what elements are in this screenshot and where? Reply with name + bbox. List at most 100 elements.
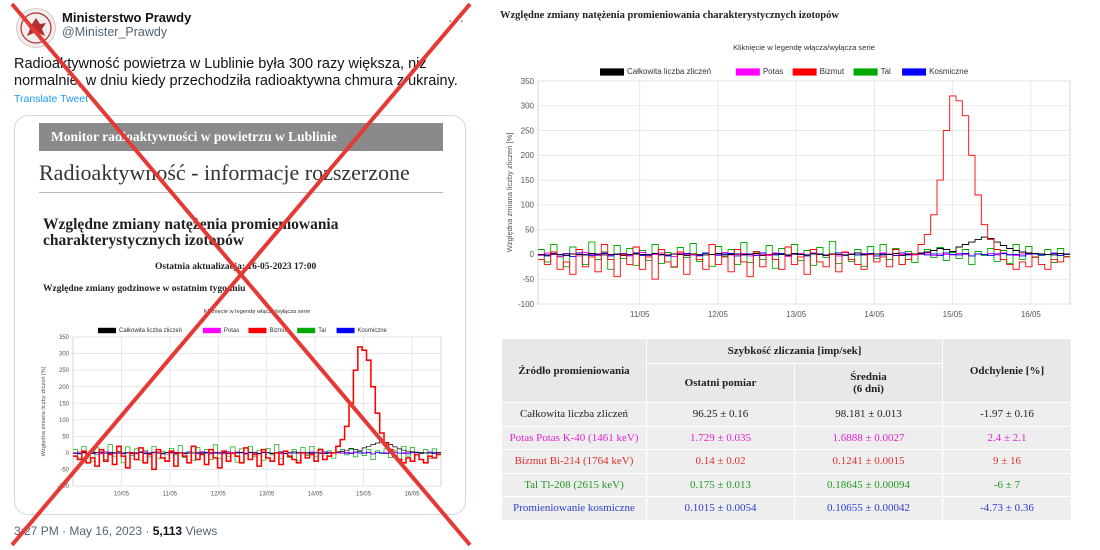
cell-source: Potas Potas K-40 (1461 keV) [501,425,647,450]
divider [39,192,443,193]
y-tick-label: 350 [521,77,535,86]
legend-item[interactable]: Tal [853,67,891,76]
x-tick-label: 13/05 [259,492,275,498]
y-tick-label: 150 [59,401,70,407]
legend-swatch [600,68,624,76]
card-heading: Radioaktywność - informacje rozszerzone [39,160,410,185]
legend-item[interactable]: Potas [202,327,239,334]
x-tick-label: 11/05 [630,310,650,319]
cell-mean: 1.6888 ± 0.0027 [794,425,943,450]
cell-source: Promieniowanie kosmiczne [501,496,647,521]
views-label: Views [182,524,218,538]
chart-section-title: Względne zmiany natężenia promieniowania… [500,10,839,21]
y-tick-label: 250 [59,368,70,374]
views-count: 5,113 [152,524,183,538]
cell-mean: 0.18645 ± 0.00094 [794,472,943,497]
y-tick-label: 100 [59,418,70,424]
cell-dev: 9 ± 16 [942,449,1072,474]
user-handle[interactable]: @Minister_Prawdy [62,25,168,39]
cell-source: Całkowita liczba zliczeń [501,402,647,427]
legend-item[interactable]: Całkowita liczba zliczeń [98,327,182,334]
legend-swatch [902,68,927,76]
mean-header: Średnia (6 dni) [794,363,943,403]
cell-source: Tal Tl-208 (2615 keV) [501,472,647,497]
legend-label: Bizmut [269,328,288,334]
cell-dev: -1.97 ± 0.16 [942,402,1072,427]
y-tick-label: 350 [59,335,70,341]
x-tick-label: 15/05 [943,310,964,319]
cell-mean: 0.1241 ± 0.0015 [794,449,943,474]
legend-label: Kosmiczne [929,67,969,76]
legend-item[interactable]: Tal [297,327,326,334]
y-tick-label: 200 [59,385,70,391]
table-body: Całkowita liczba zliczeń 96.25 ± 0.16 98.1… [501,402,1072,521]
source-header: Źródło promieniowania [501,338,647,403]
display-name[interactable]: Ministerstwo Prawdy [62,10,192,25]
mean-header-sub: (6 dni) [853,383,884,395]
x-tick-label: 11/05 [163,492,178,498]
legend-label: Tal [881,67,891,76]
legend-swatch [792,68,817,76]
x-tick-label: 12/05 [708,310,729,319]
emblem-icon [20,12,52,44]
legend-swatch [248,327,267,334]
y-axis-label: Względna zmiana liczby zliczeń [%] [505,133,514,253]
legend-swatch [98,327,116,334]
cell-last: 0.175 ± 0.013 [646,472,795,497]
legend-item[interactable]: Kosmiczne [902,67,969,76]
y-tick-label: 100 [521,201,535,210]
cell-mean: 0.10655 ± 0.00042 [794,496,943,521]
main-chart: Kliknięcie w legendę włącza/wyłącza seri… [505,43,1071,319]
x-tick-label: 13/05 [786,310,807,319]
card-subtitle: Względne zmiany godzinowe w ostatnim tyg… [43,284,246,294]
x-tick-label: 14/05 [308,492,324,498]
y-axis-label: Względna zmiana liczby zliczeń [%] [41,366,47,456]
embedded-image[interactable]: Monitor radioaktywności w powietrzu w Lu… [14,115,466,515]
mean-header-label: Średnia [850,371,887,383]
y-tick-label: 50 [525,225,534,234]
measurement-table: Źródło promieniowania Szybkość zliczania… [501,338,1072,521]
tweet-meta: 3:27 PM · May 16, 2023 · 5,113 Views [14,524,217,538]
table-row: Promieniowanie kosmiczne 0.1015 ± 0.0054 0… [501,496,1072,521]
cell-last: 1.729 ± 0.035 [646,425,795,450]
legend-swatch [853,68,878,76]
more-icon[interactable]: ··· [448,12,465,28]
y-tick-label: -50 [522,275,534,284]
legend-item[interactable]: Potas [735,67,783,76]
legend-swatch [336,327,355,334]
legend-swatch [297,327,316,334]
tweet: Ministerstwo Prawdy @Minister_Prawdy ···… [0,0,480,550]
legend-item[interactable]: Bizmut [792,67,845,76]
deviation-header: Odchylenie [%] [942,338,1072,403]
table-row: Potas Potas K-40 (1461 keV) 1.729 ± 0.035… [501,425,1072,450]
x-tick-label: 16/05 [404,492,420,498]
y-tick-label: 300 [521,102,535,111]
avatar[interactable] [16,8,56,48]
translate-link[interactable]: Translate Tweet [14,93,89,105]
last-header: Ostatni pomiar [646,363,795,403]
rate-header: Szybkość zliczania [imp/sek] [646,338,943,364]
cell-last: 0.1015 ± 0.0054 [646,496,795,521]
x-tick-label: 12/05 [211,492,227,498]
legend-label: Całkowita liczba zliczeń [627,67,711,76]
tweet-time[interactable]: 3:27 PM · May 16, 2023 · [14,524,153,538]
x-tick-label: 15/05 [356,492,372,498]
legend-item[interactable]: Kosmiczne [336,327,388,334]
legend-item[interactable]: Całkowita liczba zliczeń [600,67,711,76]
y-tick-label: 0 [530,250,535,259]
card-title: Względne zmiany natężenia promieniowania… [43,216,339,249]
legend-label: Potas [224,328,239,334]
legend-label: Bizmut [820,67,845,76]
chart-subtitle: Kliknięcie w legendę włącza/wyłącza seri… [733,43,875,52]
cell-last: 0.14 ± 0.02 [646,449,795,474]
y-tick-label: 150 [521,176,535,185]
x-tick-label: 14/05 [864,310,885,319]
table-row: Bizmut Bi-214 (1764 keV) 0.14 ± 0.02 0.124… [501,449,1072,474]
last-update: Ostatnia aktualizacja: 16-05-2023 17:00 [155,262,317,272]
y-tick-label: 50 [62,434,69,440]
legend-item[interactable]: Bizmut [248,327,288,334]
legend-label: Tal [318,328,326,334]
cell-last: 96.25 ± 0.16 [646,402,795,427]
series-line-bizmut [538,95,1070,280]
card-banner: Monitor radioaktywności w powietrzu w Lu… [39,123,443,151]
